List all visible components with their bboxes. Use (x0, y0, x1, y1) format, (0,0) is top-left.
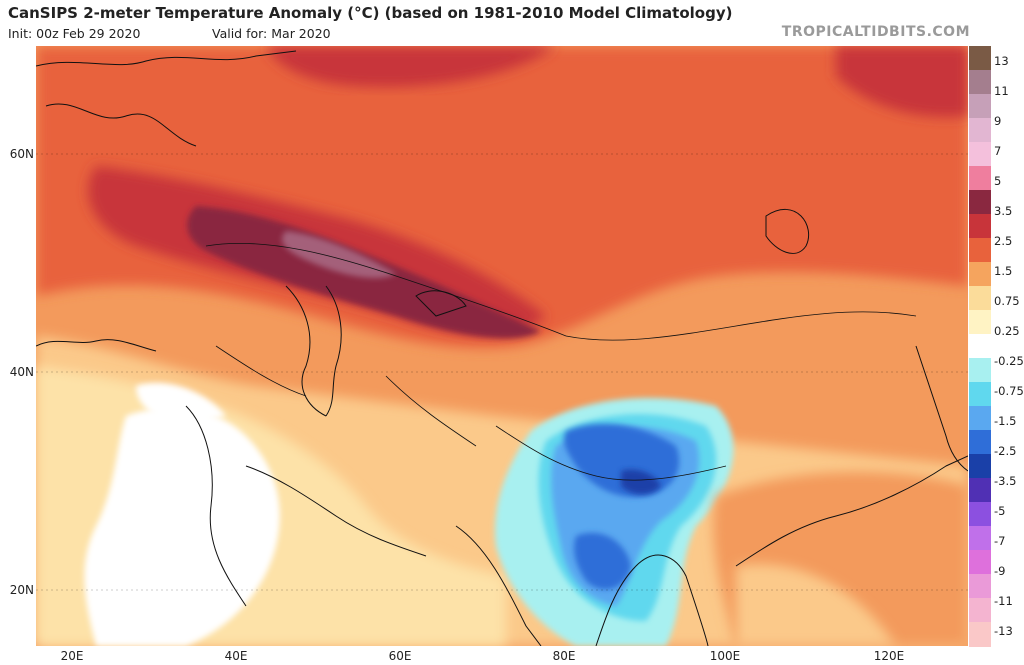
gulf-coast (245, 465, 427, 557)
colorbar-cell (969, 622, 991, 647)
colorbar-label: 1.5 (994, 264, 1013, 278)
colorbar-label: -11 (994, 594, 1013, 608)
lon-label-120e: 120E (873, 649, 905, 663)
colorbar-cell (969, 430, 991, 455)
colorbar-label: -3.5 (994, 474, 1017, 488)
colorbar-label: 13 (994, 54, 1009, 68)
lon-label-60e: 60E (388, 649, 412, 663)
field-levant-neutral (136, 382, 226, 426)
colorbar-cell (969, 46, 991, 71)
china-east-coast (915, 345, 968, 472)
colorbar (969, 46, 991, 647)
colorbar-cell (969, 238, 991, 263)
colorbar-label: -1.5 (994, 414, 1017, 428)
lake-balkhash (415, 290, 467, 317)
lon-label-100e: 100E (709, 649, 741, 663)
colorbar-cell (969, 190, 991, 215)
colorbar-cell (969, 70, 991, 95)
lon-label-80e: 80E (552, 649, 576, 663)
colorbar-label: 7 (994, 144, 1002, 158)
colorbar-cell (969, 406, 991, 431)
field-arctic-warm (266, 46, 556, 87)
colorbar-cell (969, 382, 991, 407)
colorbar-label: 0.75 (994, 294, 1020, 308)
colorbar-cell (969, 598, 991, 623)
border-russia-kazakhstan (205, 242, 567, 337)
colorbar-cell (969, 502, 991, 527)
colorbar-cell (969, 334, 991, 359)
colorbar-cell (969, 262, 991, 287)
field-cold-core (621, 469, 661, 495)
colorbar-label: 0.25 (994, 324, 1020, 338)
lat-label-60n: 60N (9, 147, 34, 161)
colorbar-label: 11 (994, 84, 1009, 98)
colorbar-cell (969, 358, 991, 383)
colorbar-label: -9 (994, 564, 1006, 578)
lat-label-40n: 40N (9, 365, 34, 379)
lat-label-20n: 20N (9, 583, 34, 597)
black-sea-coast (36, 339, 157, 352)
border-iran (215, 345, 307, 397)
colorbar-label: -5 (994, 504, 1006, 518)
colorbar-label: -7 (994, 534, 1006, 548)
field-bengal-blue (574, 532, 631, 590)
colorbar-cell (969, 478, 991, 503)
colorbar-cell (969, 550, 991, 575)
borders (205, 242, 917, 481)
colorbar-cell (969, 166, 991, 191)
colorbar-cell (969, 286, 991, 311)
colorbar-label: 5 (994, 174, 1002, 188)
colorbar-cell (969, 454, 991, 479)
colorbar-cell (969, 142, 991, 167)
colorbar-label: 3.5 (994, 204, 1013, 218)
lon-label-20e: 20E (60, 649, 84, 663)
baltic-coast (45, 103, 197, 147)
colorbar-label: 9 (994, 114, 1002, 128)
site-watermark: TROPICALTIDBITS.COM (781, 24, 970, 40)
china-south-coast (735, 455, 968, 567)
lon-label-40e: 40E (224, 649, 248, 663)
red-sea-coast (185, 405, 247, 607)
border-afghanistan (385, 375, 477, 447)
border-mongolia-china (565, 311, 917, 341)
border-china-india (495, 425, 727, 481)
arctic-coast-west (36, 50, 297, 67)
india-east-coast (595, 554, 709, 646)
colorbar-label: -2.5 (994, 444, 1017, 458)
india-west-coast (455, 525, 542, 646)
colorbar-label: 2.5 (994, 234, 1013, 248)
map-canvas (36, 46, 968, 646)
init-time: Init: 00z Feb 29 2020 (8, 26, 141, 41)
colorbar-cell (969, 310, 991, 335)
colorbar-cell (969, 214, 991, 239)
colorbar-cell (969, 94, 991, 119)
field-ne-warm (836, 46, 968, 117)
anomaly-map (36, 46, 968, 646)
colorbar-cell (969, 574, 991, 599)
caspian-west (285, 285, 327, 417)
valid-time: Valid for: Mar 2020 (212, 26, 331, 41)
caspian-east (325, 285, 342, 417)
colorbar-cell (969, 118, 991, 143)
field-kazakh-peak (282, 231, 396, 279)
coastlines (36, 50, 968, 646)
field-sea-yellow (736, 564, 896, 646)
colorbar-label: -13 (994, 624, 1013, 638)
colorbar-label: -0.25 (994, 354, 1024, 368)
chart-title: CanSIPS 2-meter Temperature Anomaly (°C)… (8, 4, 733, 22)
lake-baikal (765, 209, 810, 254)
field-arabia-neutral (84, 407, 280, 646)
colorbar-cell (969, 526, 991, 551)
colorbar-label: -0.75 (994, 384, 1024, 398)
graticule (36, 153, 968, 591)
